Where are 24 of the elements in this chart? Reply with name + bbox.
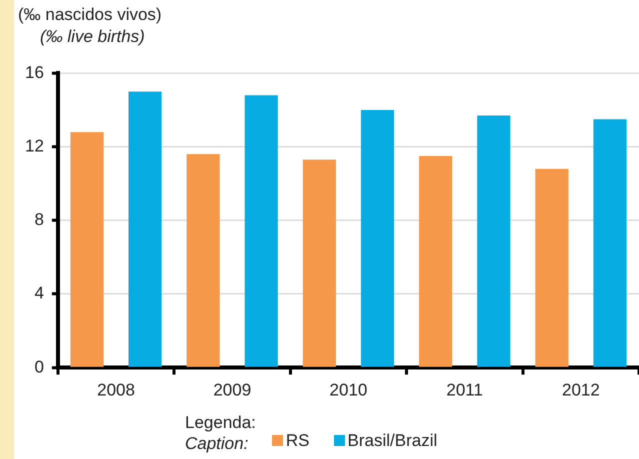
- x-tick-label: 2011: [446, 380, 483, 400]
- bar: [186, 154, 220, 367]
- bar: [477, 116, 510, 367]
- bar: [419, 156, 452, 367]
- y-tick-label: 16: [24, 62, 44, 82]
- bar: [593, 119, 627, 367]
- bar: [302, 160, 336, 367]
- x-tick-label: 2012: [562, 380, 600, 400]
- x-tick-label: 2008: [97, 380, 135, 400]
- x-tick-label: 2010: [330, 380, 368, 400]
- bar: [244, 95, 278, 367]
- y-tick-label: 8: [34, 210, 44, 230]
- y-tick-label: 4: [34, 284, 44, 303]
- bar: [70, 132, 104, 367]
- legend-label: Brasil/Brazil: [348, 430, 438, 450]
- bar: [360, 110, 394, 367]
- legend-title: Legenda: Caption:: [185, 412, 256, 454]
- y-tick-label: 12: [24, 136, 44, 156]
- y-tick-label: 0: [34, 357, 44, 376]
- x-tick-label: 2009: [213, 380, 252, 400]
- y-axis-title: (‰ nascidos vivos) (‰ live births): [18, 4, 162, 48]
- bar: [128, 92, 162, 367]
- bar: [535, 168, 568, 367]
- legend-label: RS: [286, 430, 310, 450]
